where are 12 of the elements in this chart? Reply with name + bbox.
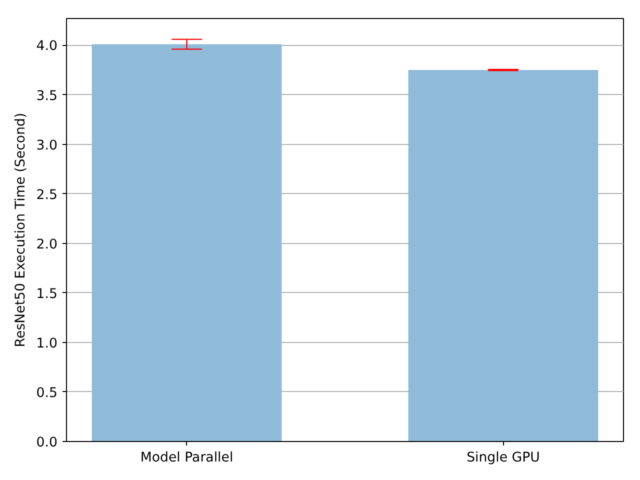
y-tick-label: 3.0	[36, 138, 58, 154]
y-axis-title: ResNet50 Execution Time (Second)	[13, 112, 28, 348]
y-tick-label: 2.0	[36, 237, 58, 252]
x-tick-label: Model Parallel	[140, 450, 234, 466]
y-tick-label: 1.5	[36, 286, 58, 302]
y-tick-label: 4.0	[36, 39, 58, 54]
y-tick-label: 2.5	[36, 188, 58, 203]
y-tick-label: 1.0	[36, 336, 58, 352]
y-tick-label: 0.5	[36, 386, 58, 401]
x-tick-label: Single GPU	[466, 450, 540, 466]
y-tick-label: 0.0	[36, 436, 58, 450]
y-tick-label: 3.5	[36, 88, 58, 104]
